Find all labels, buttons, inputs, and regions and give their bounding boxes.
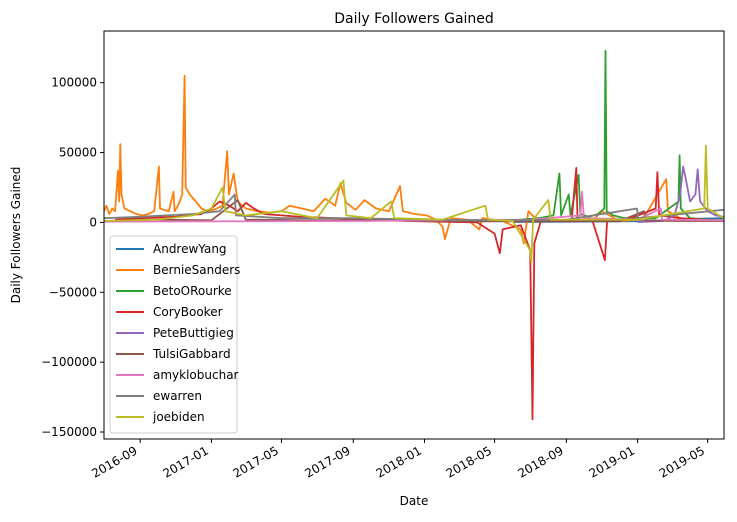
legend-label-tulsigabbard: TulsiGabbard: [152, 347, 231, 361]
legend-box: [109, 235, 238, 434]
y-tick-label: 100000: [51, 76, 97, 90]
legend-label-amyklobuchar: amyklobuchar: [153, 368, 239, 382]
series-line-amyklobuchar: [104, 190, 724, 223]
y-tick-label: −150000: [41, 425, 97, 439]
series-line-corybooker: [115, 167, 724, 421]
y-axis-label: Daily Followers Gained: [9, 167, 23, 304]
series-line-joebiden: [104, 144, 724, 263]
chart-title: Daily Followers Gained: [334, 11, 494, 27]
chart-legend: AndrewYang BernieSanders BetoORourke CoryBo…: [109, 235, 240, 434]
series-line-berniesanders: [104, 74, 724, 245]
y-tick-label: −50000: [49, 285, 97, 299]
series-line-ewarren: [104, 193, 724, 222]
legend-label-betoorourke: BetoORourke: [153, 284, 232, 298]
legend-label-joebiden: joebiden: [152, 410, 205, 424]
legend-label-corybooker: CoryBooker: [153, 305, 223, 319]
plot-area-frame: [103, 30, 725, 440]
legend-label-ewarren: ewarren: [153, 389, 202, 403]
y-tick-label: 50000: [59, 146, 97, 160]
legend-label-petebuttigieg: PeteButtigieg: [153, 326, 234, 340]
series-line-betoorourke: [458, 49, 724, 223]
legend-label-andrewyang: AndrewYang: [153, 242, 227, 256]
legend-label-berniesanders: BernieSanders: [153, 263, 240, 277]
y-tick-label: 0: [89, 215, 97, 229]
x-axis-label: Date: [400, 494, 429, 508]
y-tick-label: −100000: [41, 355, 97, 369]
